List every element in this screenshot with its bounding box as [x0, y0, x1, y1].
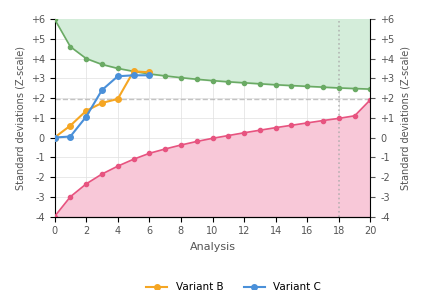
Y-axis label: Standard deviations (Z-scale): Standard deviations (Z-scale) [400, 46, 410, 190]
Y-axis label: Standard deviations (Z-scale): Standard deviations (Z-scale) [15, 46, 25, 190]
Legend: Variant B, Variant C: Variant B, Variant C [142, 278, 325, 290]
X-axis label: Analysis: Analysis [190, 242, 235, 252]
